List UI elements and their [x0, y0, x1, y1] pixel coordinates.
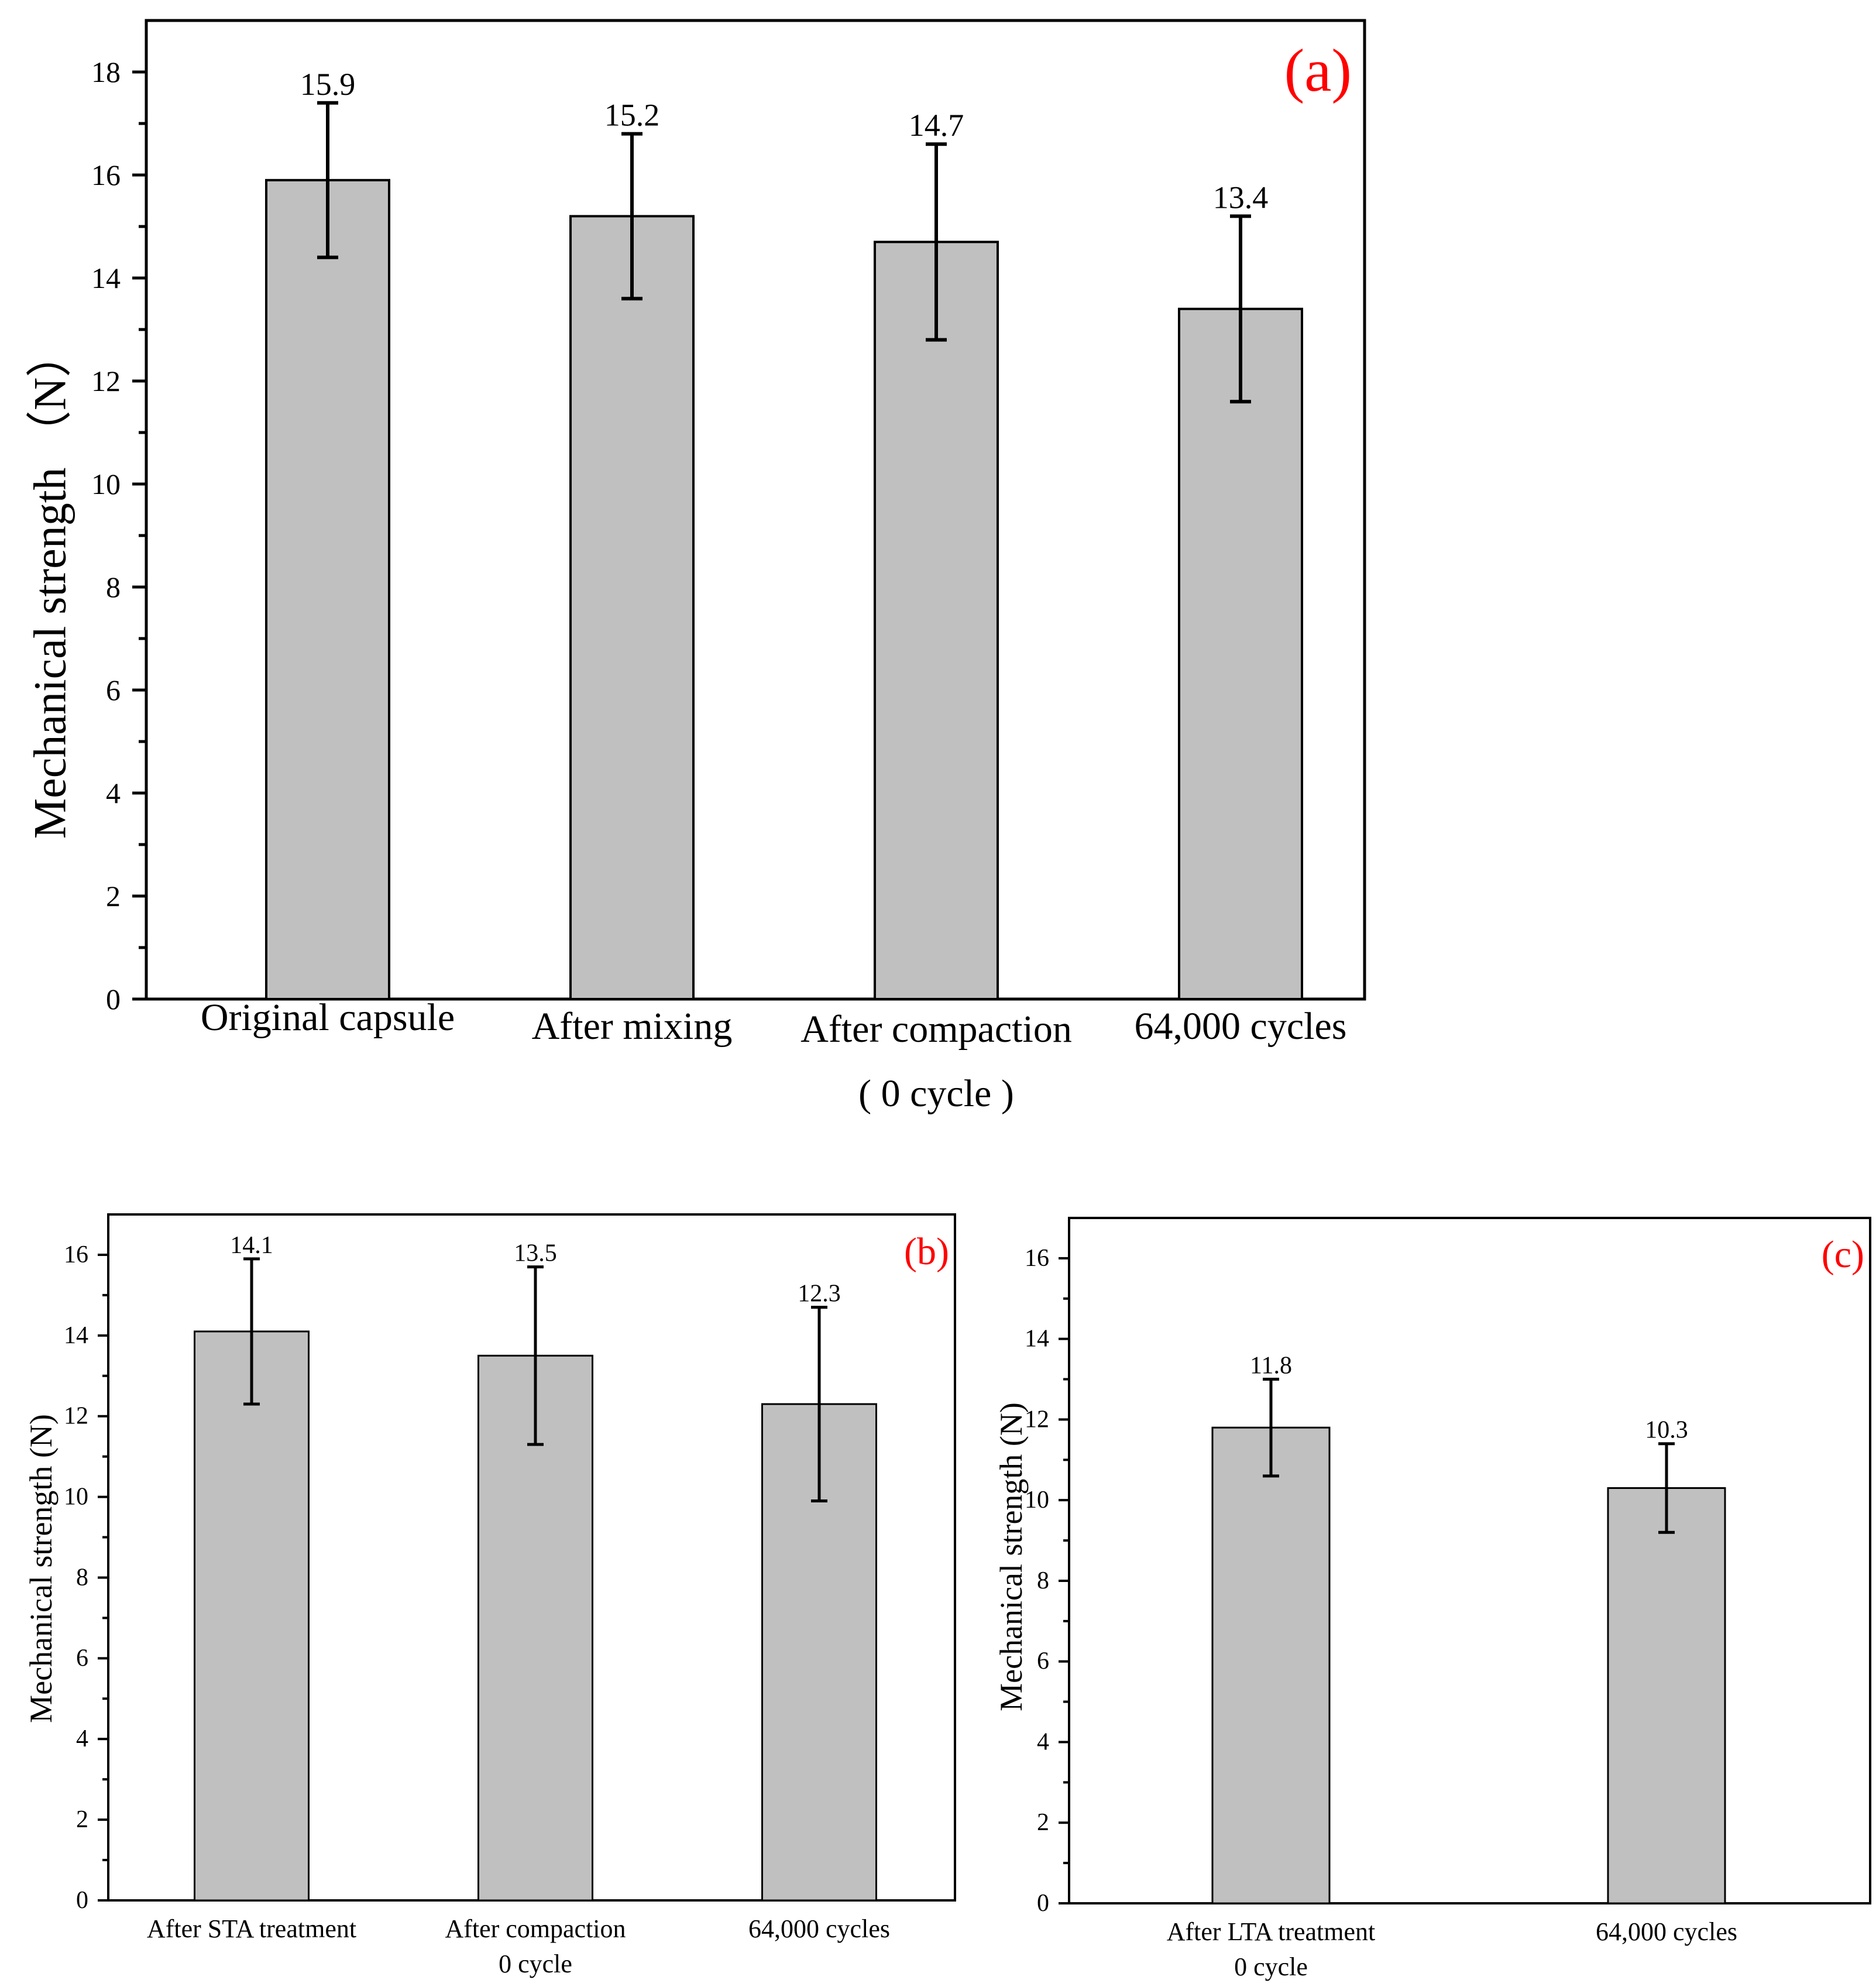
x-tick-label: 64,000 cycles [1135, 1005, 1347, 1048]
bar [1607, 1487, 1726, 1904]
y-tick-label: 14 [64, 1322, 88, 1349]
y-tick-label: 16 [1025, 1245, 1049, 1272]
data-label: 15.9 [300, 67, 356, 102]
x-tick-label: 64,000 cycles [1596, 1917, 1737, 1946]
bar [1211, 1426, 1331, 1904]
x-tick-label: Original capsule [201, 996, 455, 1039]
y-tick-label: 12 [64, 1403, 88, 1430]
x-tick-label: After STA treatment [147, 1914, 356, 1943]
data-label: 15.2 [604, 98, 660, 133]
bar [1178, 307, 1303, 1000]
y-tick-label: 4 [1037, 1728, 1049, 1755]
y-tick-label: 0 [106, 983, 121, 1015]
y-tick-label: 2 [106, 880, 121, 912]
x-tick-label: 64,000 cycles [748, 1914, 890, 1943]
y-tick-label: 6 [76, 1645, 88, 1672]
y-tick-label: 12 [91, 365, 121, 397]
x-tick-label: 0 cycle [499, 1950, 572, 1978]
y-tick-label: 4 [106, 777, 121, 809]
data-label: 11.8 [1250, 1353, 1292, 1379]
y-tick-label: 16 [91, 159, 121, 191]
y-axis-label: Mechanical strength (N) [23, 1414, 59, 1723]
panel-label: (c) [1822, 1233, 1864, 1276]
y-tick-label: 12 [1025, 1406, 1049, 1433]
y-tick-label: 4 [76, 1725, 88, 1752]
y-axis-label: Mechanical strength (N) [994, 1402, 1029, 1711]
y-tick-label: 2 [1037, 1809, 1049, 1836]
panel-label: (b) [904, 1230, 949, 1273]
data-label: 13.4 [1213, 180, 1269, 215]
bar [569, 215, 695, 1000]
x-tick-label: 0 cycle [1234, 1952, 1308, 1981]
y-axis-label: Mechanical strength （N） [25, 332, 75, 839]
plot-frame [145, 19, 1366, 1001]
bar [194, 1330, 310, 1902]
y-tick-label: 14 [91, 262, 121, 294]
y-tick-label: 0 [1037, 1890, 1049, 1917]
bar [874, 241, 999, 1000]
data-label: 13.5 [514, 1240, 557, 1267]
bar [265, 179, 390, 1000]
y-tick-label: 18 [91, 56, 121, 88]
y-tick-label: 10 [91, 468, 121, 500]
x-tick-label: After mixing [532, 1005, 733, 1048]
data-label: 14.1 [230, 1232, 273, 1259]
y-tick-label: 14 [1025, 1326, 1049, 1353]
x-tick-label: After compaction [800, 1008, 1072, 1051]
x-tick-label: ( 0 cycle ) [858, 1072, 1014, 1115]
y-tick-label: 10 [1025, 1487, 1049, 1514]
chart-panel-1: 0 2 4 6 8 10 12 14 16 Mechanical strength (N) 14.1… [23, 1213, 956, 1978]
bar [477, 1354, 593, 1902]
data-label: 12.3 [798, 1281, 841, 1307]
x-tick-label: After compaction [445, 1914, 626, 1943]
y-tick-label: 10 [64, 1484, 88, 1511]
y-tick-label: 6 [106, 674, 121, 706]
data-label: 10.3 [1645, 1417, 1688, 1444]
y-tick-label: 16 [64, 1241, 88, 1268]
y-tick-label: 8 [106, 571, 121, 603]
y-tick-label: 8 [1037, 1567, 1049, 1594]
y-tick-label: 6 [1037, 1648, 1049, 1675]
plot-frame [1068, 1217, 1871, 1904]
y-tick-label: 0 [76, 1887, 88, 1914]
chart-panel-2: 0 2 4 6 8 10 12 14 16 Mechanical strength (N) 11.8… [994, 1217, 1871, 1981]
x-tick-label: After LTA treatment [1167, 1917, 1376, 1946]
chart-panel-0: 0 2 4 6 8 10 12 14 16 18 Mechanical strength （N） 15… [25, 19, 1366, 1115]
y-tick-label: 8 [76, 1564, 88, 1591]
panel-label: (a) [1284, 37, 1352, 104]
data-label: 14.7 [909, 108, 964, 143]
y-tick-label: 2 [76, 1806, 88, 1833]
